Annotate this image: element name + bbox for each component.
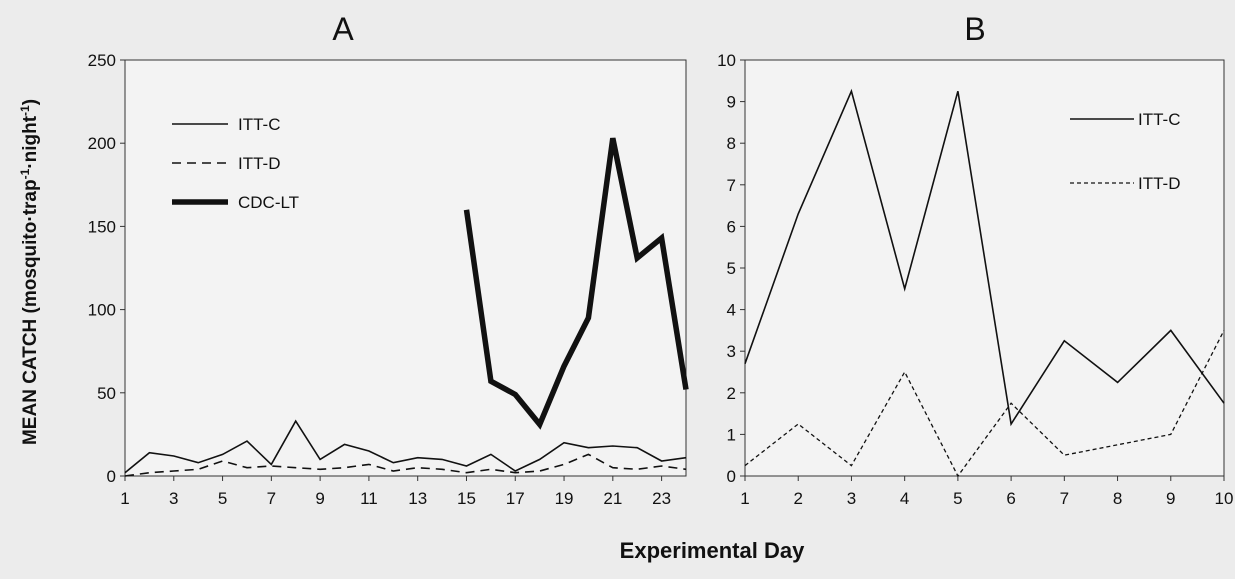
x-tick-label-b-10: 10: [1215, 489, 1234, 508]
y-tick-label-b-4: 4: [727, 301, 736, 320]
legend-label-a-itt-d: ITT-D: [238, 154, 281, 173]
y-axis-label: MEAN CATCH (mosquito·trap-1·night-1): [18, 99, 41, 445]
x-tick-label-a-1: 1: [120, 489, 129, 508]
y-tick-label-b-9: 9: [727, 93, 736, 112]
y-tick-label-a-50: 50: [97, 384, 116, 403]
y-tick-label-a-200: 200: [88, 134, 116, 153]
x-tick-label-a-15: 15: [457, 489, 476, 508]
series-line-b-itt-d: [744, 330, 1225, 478]
y-tick-label-b-2: 2: [727, 384, 736, 403]
legend-label-a-cdc-lt: CDC-LT: [238, 193, 299, 212]
series-line-a-itt-d: [124, 453, 687, 477]
x-tick-label-a-7: 7: [267, 489, 276, 508]
panel-title-b: B: [964, 11, 985, 47]
x-tick-label-b-7: 7: [1060, 489, 1069, 508]
panel-title-a: A: [332, 11, 354, 47]
x-tick-label-b-3: 3: [847, 489, 856, 508]
x-tick-label-b-6: 6: [1006, 489, 1015, 508]
x-tick-label-a-9: 9: [315, 489, 324, 508]
x-tick-label-a-3: 3: [169, 489, 178, 508]
y-tick-label-b-8: 8: [727, 134, 736, 153]
plot-area-a: [124, 59, 687, 477]
x-tick-label-b-1: 1: [740, 489, 749, 508]
x-tick-label-a-19: 19: [555, 489, 574, 508]
y-tick-label-b-7: 7: [727, 176, 736, 195]
x-tick-label-b-2: 2: [793, 489, 802, 508]
legend-label-a-itt-c: ITT-C: [238, 115, 281, 134]
x-tick-label-b-4: 4: [900, 489, 909, 508]
y-tick-label-b-10: 10: [717, 51, 736, 70]
legend-label-b-itt-c: ITT-C: [1138, 110, 1181, 129]
x-tick-label-b-8: 8: [1113, 489, 1122, 508]
y-tick-label-b-0: 0: [727, 467, 736, 486]
y-tick-label-b-1: 1: [727, 425, 736, 444]
y-tick-label-a-100: 100: [88, 301, 116, 320]
series-line-a-cdc-lt: [463, 137, 689, 430]
y-tick-label-a-0: 0: [107, 467, 116, 486]
y-tick-label-a-250: 250: [88, 51, 116, 70]
x-tick-label-a-13: 13: [408, 489, 427, 508]
y-tick-label-b-3: 3: [727, 342, 736, 361]
x-tick-label-a-17: 17: [506, 489, 525, 508]
x-tick-label-a-21: 21: [603, 489, 622, 508]
y-tick-label-a-150: 150: [88, 217, 116, 236]
plot-area-b: [744, 59, 1225, 477]
x-tick-label-a-23: 23: [652, 489, 671, 508]
series-line-a-itt-c: [124, 419, 687, 474]
y-tick-label-b-5: 5: [727, 259, 736, 278]
x-tick-label-a-11: 11: [360, 489, 378, 508]
y-tick-label-b-6: 6: [727, 217, 736, 236]
x-axis-label: Experimental Day: [620, 538, 805, 563]
legend-label-b-itt-d: ITT-D: [1138, 174, 1181, 193]
x-tick-label-b-9: 9: [1166, 489, 1175, 508]
series-line-b-itt-c: [744, 88, 1225, 427]
x-tick-label-b-5: 5: [953, 489, 962, 508]
x-tick-label-a-5: 5: [218, 489, 227, 508]
